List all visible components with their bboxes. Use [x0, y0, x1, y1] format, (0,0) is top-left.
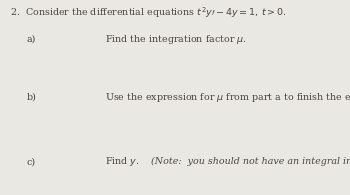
Text: Find $y$.: Find $y$.	[105, 155, 140, 168]
Text: 2.  Consider the differential equations $t^2y\prime - 4y = 1,\, t > 0$.: 2. Consider the differential equations $…	[10, 6, 287, 20]
Text: Find the integration factor $\mu$.: Find the integration factor $\mu$.	[105, 33, 247, 45]
Text: Use the expression for $\mu$ from part a to finish the equation: $[y \cdot \mu]^: Use the expression for $\mu$ from part a…	[105, 91, 350, 104]
Text: (Note:  you should not have an integral in your final answer.): (Note: you should not have an integral i…	[145, 157, 350, 166]
Text: c): c)	[26, 157, 35, 166]
Text: a): a)	[26, 35, 36, 43]
Text: b): b)	[26, 93, 36, 102]
